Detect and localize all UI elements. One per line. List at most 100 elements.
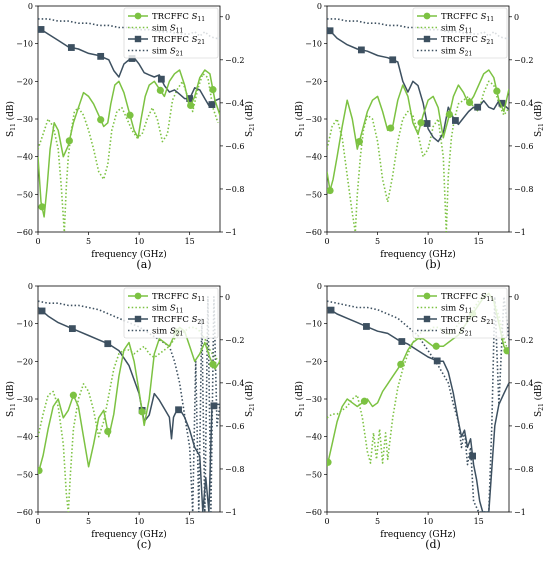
x-tick-label: 15 — [474, 237, 484, 246]
y-tick-label: −30 — [16, 115, 33, 124]
panel-label: (d) — [425, 538, 441, 551]
series-line-trcffc-s21 — [38, 26, 220, 108]
legend-marker-square — [423, 35, 431, 43]
marker-circle — [493, 87, 501, 95]
marker-square — [498, 99, 506, 107]
y2-tick-label: −0.2 — [514, 56, 533, 65]
legend-marker-circle — [423, 12, 431, 20]
legend-marker-square — [134, 35, 142, 43]
marker-circle — [327, 186, 334, 195]
marker-square — [398, 338, 406, 345]
marker-circle — [38, 203, 46, 211]
y-tick-label: −50 — [305, 190, 322, 199]
marker-circle — [69, 391, 77, 399]
legend-marker-square — [134, 315, 142, 323]
y-tick-label: −20 — [16, 77, 33, 86]
x-tick-label: 15 — [185, 517, 195, 526]
y-tick-label: −60 — [305, 508, 322, 517]
y-tick-label: 0 — [28, 2, 33, 11]
y2-tick-label: −0.8 — [225, 465, 244, 474]
x-tick-label: 10 — [423, 517, 433, 526]
y2-axis-label: S21 (dB) — [533, 381, 545, 417]
y-tick-label: −20 — [305, 357, 322, 366]
legend-label: TRCFFC S21 — [441, 35, 494, 46]
x-tick-label: 5 — [86, 517, 91, 526]
y-tick-label: −40 — [16, 153, 33, 162]
marker-circle — [187, 101, 195, 110]
marker-circle — [138, 408, 146, 416]
legend-label: TRCFFC S11 — [152, 12, 205, 23]
y2-tick-label: −0.8 — [514, 465, 533, 474]
y2-tick-label: −1 — [514, 228, 526, 237]
y2-tick-label: −0.4 — [225, 379, 244, 388]
y2-tick-label: −0.2 — [514, 336, 533, 345]
y2-tick-label: −0.6 — [225, 142, 244, 151]
marker-circle — [445, 110, 453, 119]
panel-label: (b) — [425, 258, 441, 271]
y2-axis-label: S21 (dB) — [533, 101, 545, 137]
y-tick-label: −50 — [16, 190, 33, 199]
x-axis-label: frequency (GHz) — [380, 529, 455, 540]
x-axis-label: frequency (GHz) — [91, 249, 166, 260]
plot-area — [38, 295, 220, 512]
marker-square — [210, 402, 218, 410]
marker-circle — [397, 360, 405, 368]
marker-square — [357, 46, 365, 54]
legend-label: sim S11 — [441, 304, 472, 315]
y2-tick-label: −0.4 — [514, 99, 533, 108]
marker-square — [97, 52, 105, 60]
y2-tick-label: −0.8 — [514, 185, 533, 194]
y2-axis-label: S21 (dB) — [244, 101, 256, 137]
marker-circle — [355, 138, 363, 146]
marker-square — [157, 75, 165, 83]
chart-panel-1: 0 5 10 15 −60 −50 −40 −30 −20 −10 0 −1 −0.8 −0.6 −0.4 −… — [5, 2, 256, 271]
x-tick-label: 15 — [474, 517, 484, 526]
series-line-trcffc-s11 — [327, 69, 509, 192]
y2-tick-label: −1 — [225, 228, 237, 237]
legend-marker-circle — [423, 292, 431, 300]
y-tick-label: −40 — [16, 433, 33, 442]
y2-tick-label: −1 — [514, 508, 526, 517]
y-tick-label: −10 — [16, 320, 33, 329]
marker-circle — [387, 124, 395, 132]
marker-square — [38, 307, 46, 315]
series-line-trcffc-s11 — [38, 326, 220, 475]
series-line-sim-s21 — [327, 295, 509, 512]
y-tick-label: −20 — [16, 357, 33, 366]
y2-tick-label: −0.6 — [514, 142, 533, 151]
y2-tick-label: 0 — [514, 293, 519, 302]
x-tick-label: 5 — [86, 237, 91, 246]
legend-box — [123, 7, 219, 59]
y-tick-label: −50 — [16, 470, 33, 479]
y-axis-label: S11 (dB) — [5, 381, 17, 417]
x-tick-label: 15 — [185, 237, 195, 246]
y-tick-label: −60 — [305, 228, 322, 237]
plot-area — [38, 18, 220, 232]
series-line-trcffc-s21 — [38, 306, 220, 512]
y-tick-label: −10 — [305, 40, 322, 49]
x-tick-label: 0 — [324, 237, 329, 246]
y-tick-label: 0 — [317, 2, 322, 11]
y2-tick-label: 0 — [225, 293, 230, 302]
y2-tick-label: −0.4 — [225, 99, 244, 108]
y-tick-label: −40 — [305, 433, 322, 442]
y-axis-label: S11 (dB) — [5, 101, 17, 137]
y-tick-label: −50 — [305, 470, 322, 479]
marker-square — [327, 27, 334, 35]
marker-circle — [465, 98, 474, 107]
marker-square — [68, 325, 76, 333]
x-tick-label: 10 — [134, 517, 144, 526]
legend-label: TRCFFC S11 — [441, 292, 494, 303]
marker-square — [208, 101, 216, 108]
y-tick-label: −30 — [305, 395, 322, 404]
y-tick-label: −30 — [16, 395, 33, 404]
y-tick-label: −10 — [305, 320, 322, 329]
legend-marker-circle — [134, 12, 142, 20]
y2-tick-label: 0 — [514, 13, 519, 22]
marker-circle — [156, 86, 164, 94]
legend-label: TRCFFC S11 — [152, 292, 205, 303]
